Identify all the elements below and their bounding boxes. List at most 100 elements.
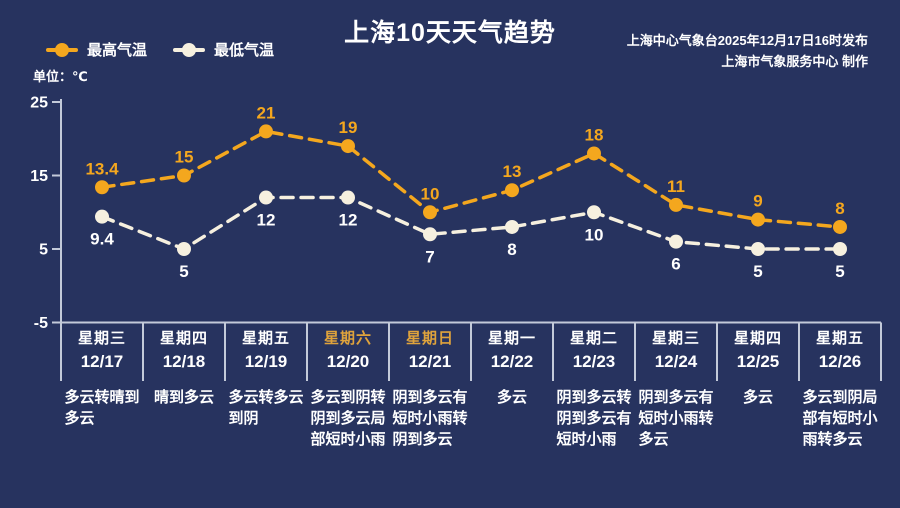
- date-label: 12/22: [490, 352, 534, 371]
- date-label: 12/25: [736, 352, 780, 371]
- weather-cell: 多云: [471, 387, 553, 450]
- date-label: 12/26: [818, 352, 862, 371]
- weather-descriptions-row: 多云转晴到 多云 晴到多云 多云转多云 到阴 多云到阴转 阴到多云局 部短时小雨 阴到多…: [61, 387, 881, 450]
- weekday-label: 星期四: [159, 330, 208, 347]
- source-info: 上海中心气象台2025年12月17日16时发布 上海市气象服务中心 制作: [627, 30, 868, 72]
- data-point-value-label: 19: [339, 118, 358, 137]
- weekday-label: 星期五: [815, 330, 864, 347]
- weather-description: 阴到多云有 短时小雨转 阴到多云: [392, 389, 468, 448]
- data-point-marker: [341, 190, 355, 205]
- chart-legend: 最高气温 最低气温: [46, 39, 274, 60]
- data-point-value-label: 10: [585, 225, 604, 244]
- day-cell: 星期六 12/20: [307, 329, 389, 374]
- y-axis-tick-label: 15: [30, 168, 48, 185]
- data-point-marker: [423, 205, 437, 220]
- day-labels-row: 星期三 12/17 星期四 12/18 星期五 12/19 星期六 12/20 星期日 12/21…: [61, 329, 881, 374]
- weather-cell: 多云: [717, 387, 799, 450]
- date-label: 12/21: [408, 352, 452, 371]
- weekday-label: 星期三: [651, 330, 700, 347]
- y-axis-tick-label: 25: [30, 95, 48, 112]
- data-point-value-label: 13.4: [85, 159, 119, 178]
- weather-description: 多云转多云 到阴: [228, 389, 304, 427]
- weather-description: 阴到多云有 短时小雨转 多云: [638, 389, 714, 448]
- day-cell: 星期五 12/26: [799, 329, 881, 374]
- date-label: 12/17: [80, 352, 124, 371]
- day-cell: 星期三 12/24: [635, 329, 717, 374]
- data-point-marker: [341, 139, 355, 154]
- weather-cell: 阴到多云有 短时小雨转 多云: [635, 387, 717, 450]
- max-temp-line-dot-icon: [46, 42, 78, 57]
- source-line-1: 上海中心气象台2025年12月17日16时发布: [626, 33, 868, 48]
- day-cell: 星期二 12/23: [553, 329, 635, 374]
- data-point-marker: [259, 190, 273, 205]
- day-cell: 星期一 12/22: [471, 329, 553, 374]
- y-axis-tick-label: -5: [34, 315, 48, 332]
- weekday-label: 星期六: [323, 330, 372, 347]
- date-label: 12/23: [572, 352, 616, 371]
- weather-description: 多云: [496, 389, 527, 406]
- weekday-label: 星期五: [241, 330, 290, 347]
- weather-cell: 阴到多云有 短时小雨转 阴到多云: [389, 387, 471, 450]
- data-point-marker: [669, 234, 683, 249]
- data-point-marker: [95, 209, 109, 224]
- data-point-value-label: 21: [257, 103, 276, 122]
- data-point-value-label: 6: [671, 255, 680, 274]
- data-point-value-label: 5: [835, 262, 844, 281]
- weather-cell: 多云转晴到 多云: [61, 387, 143, 450]
- data-point-marker: [505, 219, 519, 234]
- weather-description: 多云: [742, 389, 773, 406]
- data-point-value-label: 8: [507, 240, 516, 259]
- weekday-label: 星期二: [569, 330, 618, 347]
- weather-cell: 晴到多云: [143, 387, 225, 450]
- data-point-marker: [833, 242, 847, 256]
- data-point-marker: [833, 219, 847, 234]
- data-point-value-label: 13: [503, 162, 522, 181]
- data-point-marker: [587, 146, 601, 161]
- weather-description: 多云转晴到 多云: [64, 389, 140, 427]
- data-point-marker: [505, 183, 519, 198]
- data-point-value-label: 5: [179, 262, 188, 281]
- weather-description: 多云到阴转 阴到多云局 部短时小雨: [310, 389, 386, 448]
- date-label: 12/24: [654, 352, 698, 371]
- legend-label-min: 最低气温: [214, 42, 275, 59]
- date-label: 12/18: [162, 352, 206, 371]
- data-point-value-label: 7: [425, 247, 434, 266]
- day-cell: 星期三 12/17: [61, 329, 143, 374]
- date-label: 12/20: [326, 352, 370, 371]
- data-point-marker: [587, 205, 601, 220]
- weather-description: 阴到多云转 阴到多云有 短时小雨: [556, 389, 632, 448]
- data-point-marker: [669, 197, 683, 212]
- day-cell: 星期五 12/19: [225, 329, 307, 374]
- weekday-label: 星期三: [77, 330, 126, 347]
- data-point-value-label: 11: [667, 177, 685, 196]
- weekday-label: 星期四: [733, 330, 782, 347]
- weather-cell: 多云到阴局 部有短时小 雨转多云: [799, 387, 881, 450]
- data-point-marker: [259, 124, 273, 139]
- data-point-value-label: 12: [339, 211, 358, 230]
- weather-cell: 阴到多云转 阴到多云有 短时小雨: [553, 387, 635, 450]
- legend-item-min-temp: 最低气温: [173, 39, 274, 60]
- data-point-value-label: 9: [753, 192, 762, 211]
- data-point-value-label: 5: [753, 262, 762, 281]
- day-cell: 星期四 12/18: [143, 329, 225, 374]
- day-cell: 星期日 12/21: [389, 329, 471, 374]
- weather-description: 多云到阴局 部有短时小 雨转多云: [802, 389, 878, 448]
- data-point-value-label: 8: [835, 199, 844, 218]
- y-axis-tick-label: 5: [39, 242, 48, 259]
- data-point-marker: [177, 242, 191, 256]
- weather-description: 晴到多云: [153, 389, 214, 406]
- weather-cell: 多云转多云 到阴: [225, 387, 307, 450]
- min-temp-line-dot-icon: [173, 42, 206, 57]
- data-point-value-label: 12: [257, 211, 276, 230]
- data-point-value-label: 10: [421, 184, 440, 203]
- unit-label: 单位：℃: [33, 69, 88, 84]
- weekday-label: 星期一: [487, 330, 536, 347]
- data-point-marker: [751, 212, 765, 227]
- data-point-value-label: 9.4: [90, 230, 114, 249]
- date-label: 12/19: [244, 352, 288, 371]
- data-point-marker: [423, 227, 437, 242]
- weather-cell: 多云到阴转 阴到多云局 部短时小雨: [307, 387, 389, 450]
- data-point-marker: [95, 180, 109, 195]
